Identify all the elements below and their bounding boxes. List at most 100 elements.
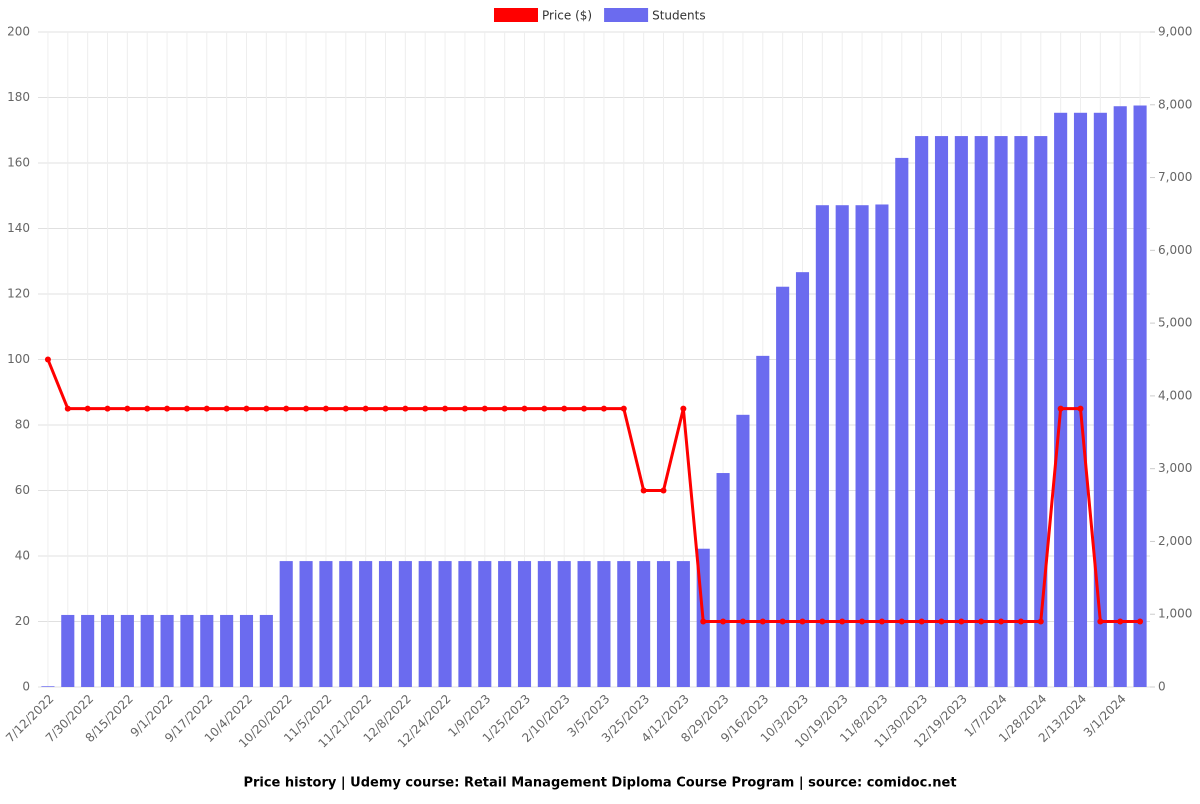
point <box>203 405 210 412</box>
point <box>938 618 945 625</box>
bar <box>61 614 75 687</box>
y-tick-label: 0 <box>22 680 30 694</box>
point <box>541 405 548 412</box>
y-tick-label: 140 <box>7 221 30 235</box>
point <box>461 405 468 412</box>
x-tick-label: 3/1/2024 <box>1081 692 1129 740</box>
bar <box>875 204 889 687</box>
point <box>859 618 866 625</box>
point <box>104 405 111 412</box>
bar <box>398 561 412 687</box>
bar <box>339 561 353 687</box>
bar <box>120 614 134 687</box>
point <box>223 405 230 412</box>
bar <box>776 286 790 687</box>
point <box>600 405 607 412</box>
bar <box>200 614 214 687</box>
bar <box>418 561 432 687</box>
bar <box>498 561 512 687</box>
point <box>164 405 171 412</box>
bar <box>915 136 929 688</box>
y2-tick-label: 0 <box>1158 680 1166 694</box>
y-tick-label: 180 <box>7 90 30 104</box>
bar <box>1034 136 1048 688</box>
bar <box>239 614 254 687</box>
bar <box>597 561 611 687</box>
bar <box>41 686 55 687</box>
point <box>878 618 885 625</box>
point <box>759 618 766 625</box>
bar <box>458 561 472 687</box>
point <box>700 618 707 625</box>
y2-tick-label: 9,000 <box>1158 25 1192 39</box>
y2-tick-label: 6,000 <box>1158 243 1192 257</box>
y2-tick-label: 2,000 <box>1158 534 1192 548</box>
bar <box>220 614 234 687</box>
bar <box>378 561 393 687</box>
y-tick-label: 200 <box>7 25 30 39</box>
bar <box>656 561 671 687</box>
y2-tick-label: 1,000 <box>1158 607 1192 621</box>
point <box>1017 618 1024 625</box>
point <box>620 405 627 412</box>
legend-label: Price ($) <box>542 9 592 23</box>
point <box>84 405 91 412</box>
point <box>819 618 826 625</box>
y-tick-label: 160 <box>7 156 30 170</box>
bar <box>537 561 551 687</box>
bar <box>756 355 770 687</box>
bar <box>259 614 273 687</box>
point <box>1057 405 1064 412</box>
bar <box>1054 112 1068 688</box>
bar <box>1113 106 1127 687</box>
bar <box>359 561 373 687</box>
bar <box>895 157 909 688</box>
y2-tick-label: 5,000 <box>1158 316 1192 330</box>
point <box>680 405 687 412</box>
point <box>124 405 131 412</box>
point <box>283 405 290 412</box>
bar <box>1014 136 1028 688</box>
y2-tick-label: 7,000 <box>1158 170 1192 184</box>
point <box>322 405 329 412</box>
y-tick-label: 20 <box>15 614 30 628</box>
point <box>183 405 190 412</box>
point <box>799 618 806 625</box>
point <box>1097 618 1104 625</box>
bar <box>934 136 949 688</box>
point <box>1117 618 1124 625</box>
bar <box>438 561 452 687</box>
bar <box>517 561 532 687</box>
point <box>342 405 349 412</box>
point <box>581 405 588 412</box>
bar <box>1073 112 1088 688</box>
point <box>739 618 746 625</box>
point <box>839 618 846 625</box>
point <box>382 405 389 412</box>
bar <box>180 614 194 687</box>
bar <box>1093 112 1107 688</box>
point <box>918 618 925 625</box>
point <box>521 405 528 412</box>
bar <box>319 561 333 687</box>
bar <box>954 136 968 688</box>
point <box>402 405 409 412</box>
bar <box>716 473 730 687</box>
point <box>898 618 905 625</box>
point <box>481 405 488 412</box>
point <box>958 618 965 625</box>
point <box>660 487 667 494</box>
y-tick-label: 120 <box>7 287 30 301</box>
point <box>303 405 310 412</box>
bar <box>160 614 174 687</box>
bar <box>637 561 651 687</box>
point <box>978 618 985 625</box>
y-tick-label: 40 <box>15 549 30 563</box>
point <box>720 618 727 625</box>
bar <box>855 205 869 687</box>
point <box>362 405 369 412</box>
y-tick-label: 100 <box>7 352 30 366</box>
bar <box>736 414 750 687</box>
y-tick-label: 80 <box>15 418 30 432</box>
bar <box>279 561 293 687</box>
